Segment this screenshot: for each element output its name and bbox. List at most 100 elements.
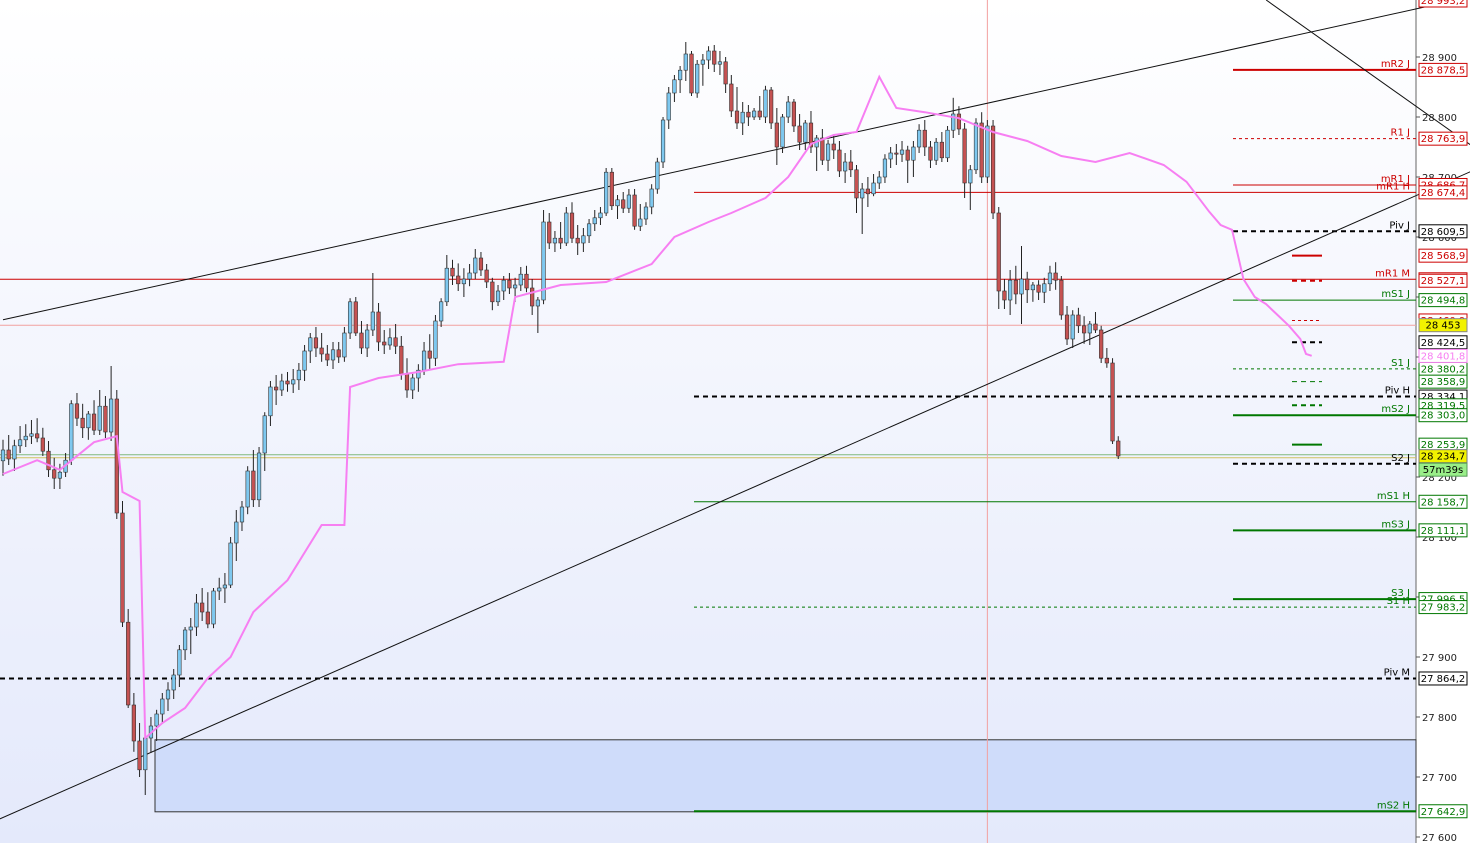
candle[interactable] — [188, 618, 193, 654]
candle[interactable] — [598, 207, 603, 225]
candle[interactable] — [69, 400, 74, 465]
candle[interactable] — [461, 268, 466, 297]
candle[interactable] — [359, 321, 364, 354]
candle[interactable] — [35, 418, 40, 443]
candle[interactable] — [473, 249, 478, 279]
candle[interactable] — [1064, 306, 1070, 345]
candle[interactable] — [757, 96, 762, 120]
candle[interactable] — [456, 263, 461, 291]
candle[interactable] — [478, 252, 484, 276]
candle[interactable] — [1036, 280, 1041, 300]
candle[interactable] — [217, 577, 222, 600]
candle[interactable] — [934, 138, 939, 165]
candle[interactable] — [524, 265, 529, 293]
candle[interactable] — [882, 154, 888, 183]
candle[interactable] — [860, 183, 865, 234]
candle[interactable] — [558, 222, 563, 249]
candle[interactable] — [899, 141, 905, 162]
candle[interactable] — [956, 106, 962, 135]
candle[interactable] — [746, 105, 751, 126]
candle[interactable] — [1104, 348, 1109, 368]
candle[interactable] — [467, 264, 472, 287]
candle[interactable] — [1070, 310, 1075, 348]
candle[interactable] — [626, 189, 631, 213]
candle[interactable] — [490, 277, 495, 311]
candle[interactable] — [604, 168, 609, 216]
candle[interactable] — [973, 118, 979, 174]
candle[interactable] — [222, 573, 228, 603]
candle[interactable] — [484, 264, 489, 288]
candle[interactable] — [632, 189, 637, 230]
candle[interactable] — [57, 463, 62, 489]
candle[interactable] — [865, 177, 870, 207]
candle[interactable] — [797, 114, 802, 150]
candle[interactable] — [74, 393, 80, 426]
candle[interactable] — [279, 373, 284, 396]
candle[interactable] — [200, 588, 205, 621]
candle[interactable] — [251, 450, 256, 507]
candle[interactable] — [564, 207, 569, 246]
candle[interactable] — [1008, 270, 1013, 315]
candle[interactable] — [609, 168, 614, 210]
candle[interactable] — [91, 400, 97, 435]
candle[interactable] — [968, 165, 973, 210]
candle[interactable] — [518, 267, 523, 291]
candle[interactable] — [302, 345, 307, 381]
candle[interactable] — [774, 108, 779, 165]
candle[interactable] — [666, 87, 671, 129]
candle[interactable] — [52, 457, 57, 489]
candle[interactable] — [717, 51, 723, 75]
candle[interactable] — [581, 228, 586, 252]
candle[interactable] — [1025, 271, 1030, 303]
candle[interactable] — [939, 132, 944, 162]
candle[interactable] — [808, 111, 814, 153]
candle[interactable] — [450, 259, 455, 285]
candle[interactable] — [791, 99, 797, 132]
candle[interactable] — [695, 60, 700, 98]
candle[interactable] — [723, 57, 728, 93]
candle[interactable] — [97, 390, 102, 435]
candle[interactable] — [990, 120, 996, 219]
candle[interactable] — [535, 297, 540, 333]
candle[interactable] — [996, 207, 1001, 309]
candle[interactable] — [1002, 279, 1007, 309]
candle[interactable] — [194, 594, 199, 636]
candle[interactable] — [575, 225, 580, 255]
candle[interactable] — [1116, 436, 1121, 459]
candle[interactable] — [700, 54, 705, 86]
candle[interactable] — [530, 279, 535, 315]
candle[interactable] — [274, 375, 279, 405]
candle[interactable] — [410, 373, 415, 399]
candle[interactable] — [1059, 276, 1064, 320]
candle[interactable] — [387, 328, 393, 350]
candle[interactable] — [80, 403, 85, 438]
candle[interactable] — [40, 427, 45, 456]
candle[interactable] — [769, 87, 774, 129]
candle[interactable] — [427, 334, 432, 369]
candle[interactable] — [291, 369, 296, 393]
candle[interactable] — [319, 333, 324, 362]
candle[interactable] — [376, 303, 381, 351]
candle[interactable] — [330, 342, 336, 369]
candle[interactable] — [586, 219, 592, 243]
candle[interactable] — [501, 276, 506, 300]
candle[interactable] — [643, 202, 649, 225]
candle[interactable] — [313, 327, 319, 357]
candle[interactable] — [916, 124, 922, 153]
candle[interactable] — [182, 627, 188, 660]
candle[interactable] — [308, 333, 313, 363]
candle[interactable] — [734, 87, 740, 129]
candle[interactable] — [433, 315, 438, 366]
candle[interactable] — [905, 145, 910, 183]
candle[interactable] — [29, 420, 34, 444]
candle[interactable] — [552, 231, 558, 252]
candle[interactable] — [888, 147, 893, 168]
candle[interactable] — [615, 195, 620, 219]
candle[interactable] — [740, 102, 745, 135]
candle[interactable] — [23, 424, 28, 447]
candle[interactable] — [296, 363, 301, 390]
candle[interactable] — [1030, 282, 1035, 302]
candle[interactable] — [831, 135, 836, 159]
candle[interactable] — [729, 75, 734, 117]
